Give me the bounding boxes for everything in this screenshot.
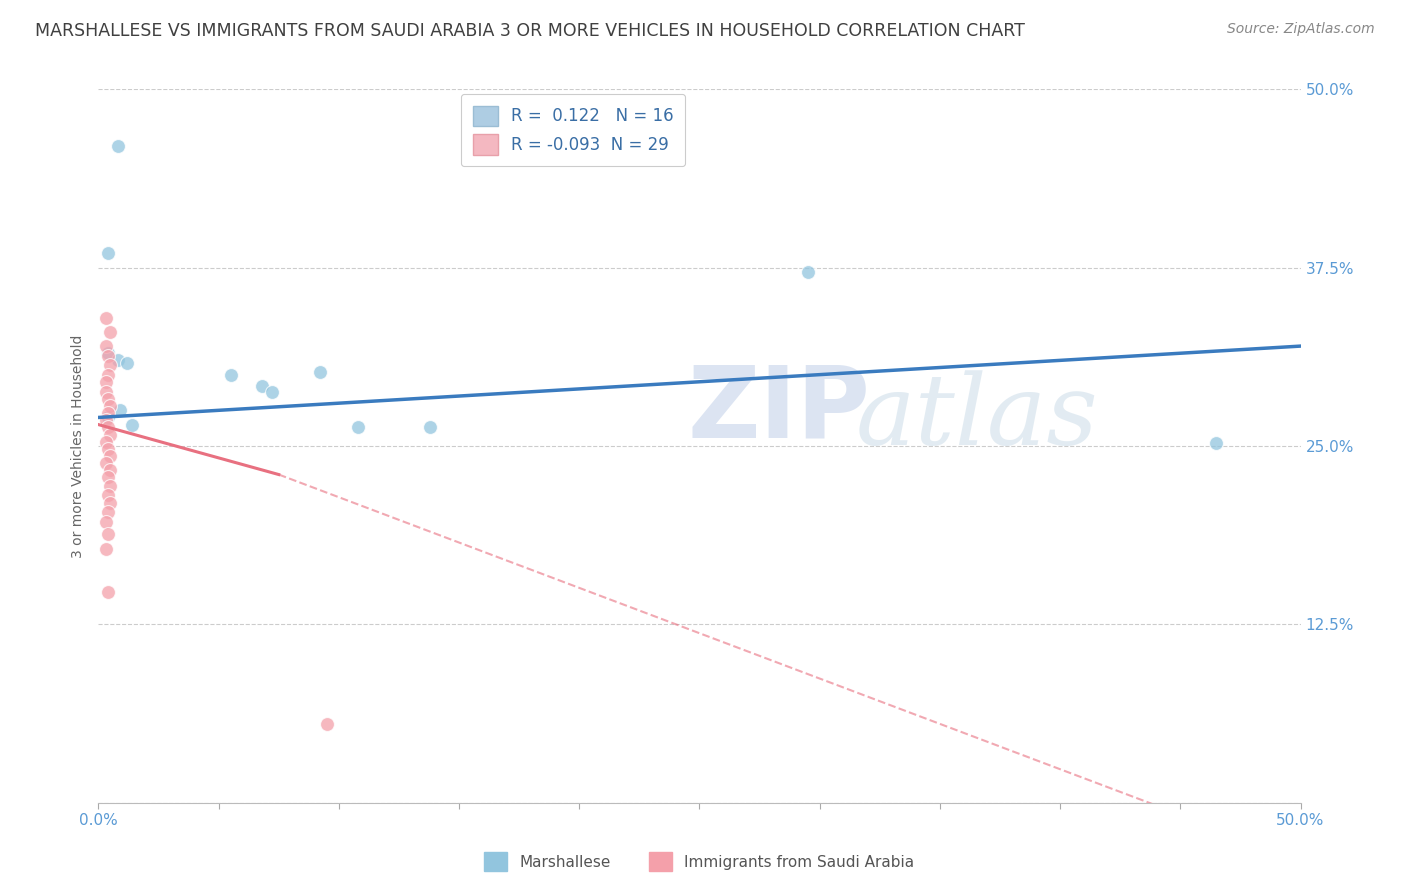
Point (97, 527, 120, 541)
Point (94, 456, 117, 470)
Point (347, 420, 370, 434)
Y-axis label: 3 or more Vehicles in Household: 3 or more Vehicles in Household (72, 334, 86, 558)
Point (94, 515, 117, 529)
Text: ZIP: ZIP (688, 362, 870, 458)
Point (97, 420, 120, 434)
Point (121, 417, 143, 432)
Point (100, 479, 122, 493)
Point (1205, 436, 1227, 450)
Point (97, 442, 120, 456)
Point (94, 310, 117, 325)
Point (260, 384, 283, 399)
Point (117, 356, 139, 370)
Point (100, 449, 122, 463)
Point (97, 487, 120, 501)
Point (94, 375, 117, 389)
Point (108, 403, 131, 417)
Point (100, 427, 122, 442)
Point (97, 584, 120, 599)
Point (97, 346, 120, 360)
Point (308, 365, 330, 379)
Point (97, 368, 120, 382)
Point (107, 353, 129, 368)
Point (94, 434, 117, 449)
Point (100, 325, 122, 339)
Point (97, 406, 120, 420)
Text: atlas: atlas (856, 370, 1098, 465)
Point (94, 339, 117, 353)
Point (100, 496, 122, 510)
Point (796, 265, 818, 279)
Text: MARSHALLESE VS IMMIGRANTS FROM SAUDI ARABIA 3 OR MORE VEHICLES IN HOUSEHOLD CORR: MARSHALLESE VS IMMIGRANTS FROM SAUDI ARA… (35, 22, 1025, 40)
Point (419, 420, 441, 434)
Point (97, 246, 120, 260)
Point (250, 379, 273, 393)
Point (94, 413, 117, 427)
Point (100, 463, 122, 477)
Point (97, 392, 120, 406)
Point (107, 139, 129, 153)
Point (97, 410, 120, 425)
Point (219, 368, 242, 382)
Legend: Marshallese, Immigrants from Saudi Arabia: Marshallese, Immigrants from Saudi Arabi… (478, 847, 921, 877)
Point (94, 541, 117, 556)
Text: Source: ZipAtlas.com: Source: ZipAtlas.com (1227, 22, 1375, 37)
Point (100, 399, 122, 413)
Point (97, 505, 120, 519)
Point (100, 358, 122, 372)
Point (97, 470, 120, 484)
Point (315, 717, 337, 731)
Point (94, 384, 117, 399)
Point (97, 349, 120, 363)
